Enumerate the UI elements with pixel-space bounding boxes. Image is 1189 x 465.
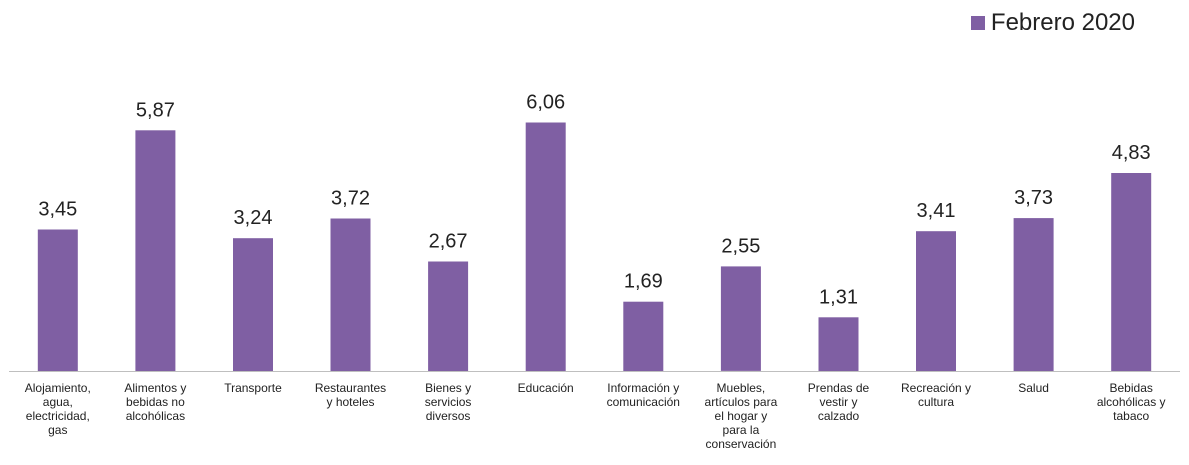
data-label: 3,41 <box>917 200 956 222</box>
category-label-line: Restaurantes <box>315 381 386 395</box>
bar <box>233 238 273 371</box>
category-label-line: Bebidas <box>1110 381 1153 395</box>
category-label-line: cultura <box>918 395 954 409</box>
category-label: Información y comunicación <box>607 381 680 409</box>
category-label-line: Recreación y <box>901 381 971 395</box>
bar <box>1111 173 1152 371</box>
category-label: Transporte <box>224 381 282 395</box>
category-label-line: Transporte <box>224 381 282 395</box>
category-label: Educación <box>518 381 574 395</box>
bar <box>135 130 176 371</box>
chart-legend: Febrero 2020 <box>970 9 1135 37</box>
category-label-line: servicios <box>425 395 472 409</box>
bars-layer <box>37 122 1152 371</box>
category-label-line: comunicación <box>607 395 680 409</box>
category-labels-layer: Alojamiento, agua, electricidad, gas Aliment… <box>25 381 1166 451</box>
bar <box>916 231 956 371</box>
category-label: Bebidas alcohólicas y tabaco <box>1097 381 1166 423</box>
data-label: 3,24 <box>234 207 273 229</box>
category-label-line: para la <box>723 423 760 437</box>
category-label-line: diversos <box>426 409 471 423</box>
legend-label: Febrero 2020 <box>990 9 1135 36</box>
category-label: Alimentos y bebidas no alcohólicas <box>124 381 186 423</box>
data-label: 3,73 <box>1014 187 1053 209</box>
data-label: 1,31 <box>819 286 858 308</box>
data-label: 1,69 <box>624 271 663 293</box>
bar <box>37 229 78 371</box>
category-label-line: Alojamiento, <box>25 381 91 395</box>
category-label-line: y hoteles <box>326 395 374 409</box>
category-label-line: conservación <box>706 437 777 451</box>
category-label-line: Educación <box>518 381 574 395</box>
data-label: 4,83 <box>1112 142 1151 164</box>
category-label: Alojamiento, agua, electricidad, gas <box>25 381 91 437</box>
category-label: Bienes y servicios diversos <box>425 381 472 423</box>
category-label-line: calzado <box>818 409 860 423</box>
category-label-line: tabaco <box>1113 409 1149 423</box>
data-label: 5,87 <box>136 99 175 121</box>
bar <box>623 301 664 371</box>
bar <box>1013 218 1054 371</box>
category-label-line: Alimentos y <box>124 381 186 395</box>
bar <box>525 122 566 371</box>
data-label: 2,55 <box>721 235 760 257</box>
category-label: Prendas de vestir y calzado <box>808 381 870 423</box>
category-label-line: el hogar y <box>715 409 768 423</box>
category-label-line: agua, <box>43 395 73 409</box>
category-label: Recreación y cultura <box>901 381 971 409</box>
category-label-line: vestir y <box>819 395 857 409</box>
category-label: Restaurantes y hoteles <box>315 381 386 409</box>
category-label-line: Muebles, <box>717 381 766 395</box>
category-label-line: Información y <box>607 381 679 395</box>
category-label-line: artículos para <box>705 395 778 409</box>
bar <box>428 261 469 371</box>
bar <box>330 218 371 371</box>
category-label: Salud <box>1018 381 1049 395</box>
data-label: 2,67 <box>429 231 468 253</box>
category-label-line: bebidas no <box>126 395 185 409</box>
legend-swatch <box>970 16 985 30</box>
category-label-line: Prendas de <box>808 381 870 395</box>
bar <box>720 266 761 371</box>
category-label-line: electricidad, <box>26 409 90 423</box>
bar <box>818 317 859 371</box>
category-label-line: alcohólicas y <box>1097 395 1166 409</box>
category-label-line: Salud <box>1018 381 1049 395</box>
category-label-line: Bienes y <box>425 381 471 395</box>
data-label: 3,72 <box>331 188 370 210</box>
category-label: Muebles, artículos para el hogar y para la c… <box>705 381 778 451</box>
data-label: 6,06 <box>526 92 565 114</box>
category-label-line: gas <box>48 423 67 437</box>
value-labels-layer: 3,45 5,87 3,24 3,72 2,67 6,06 1,69 2,55 1,31 3,41… <box>38 92 1150 309</box>
data-label: 3,45 <box>38 199 77 221</box>
category-label-line: alcohólicas <box>126 409 185 423</box>
